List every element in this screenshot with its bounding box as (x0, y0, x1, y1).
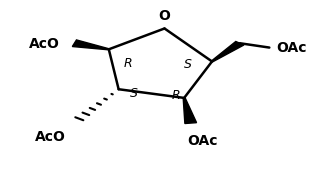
Text: O: O (159, 9, 170, 23)
Text: R: R (124, 57, 133, 70)
Text: R: R (172, 89, 180, 102)
Text: S: S (184, 58, 191, 71)
Text: S: S (129, 87, 137, 100)
Polygon shape (183, 98, 196, 124)
Text: AcO: AcO (29, 37, 60, 51)
Text: OAc: OAc (276, 41, 306, 55)
Text: AcO: AcO (35, 130, 66, 144)
Polygon shape (72, 40, 109, 50)
Text: OAc: OAc (188, 134, 218, 148)
Polygon shape (211, 41, 244, 62)
